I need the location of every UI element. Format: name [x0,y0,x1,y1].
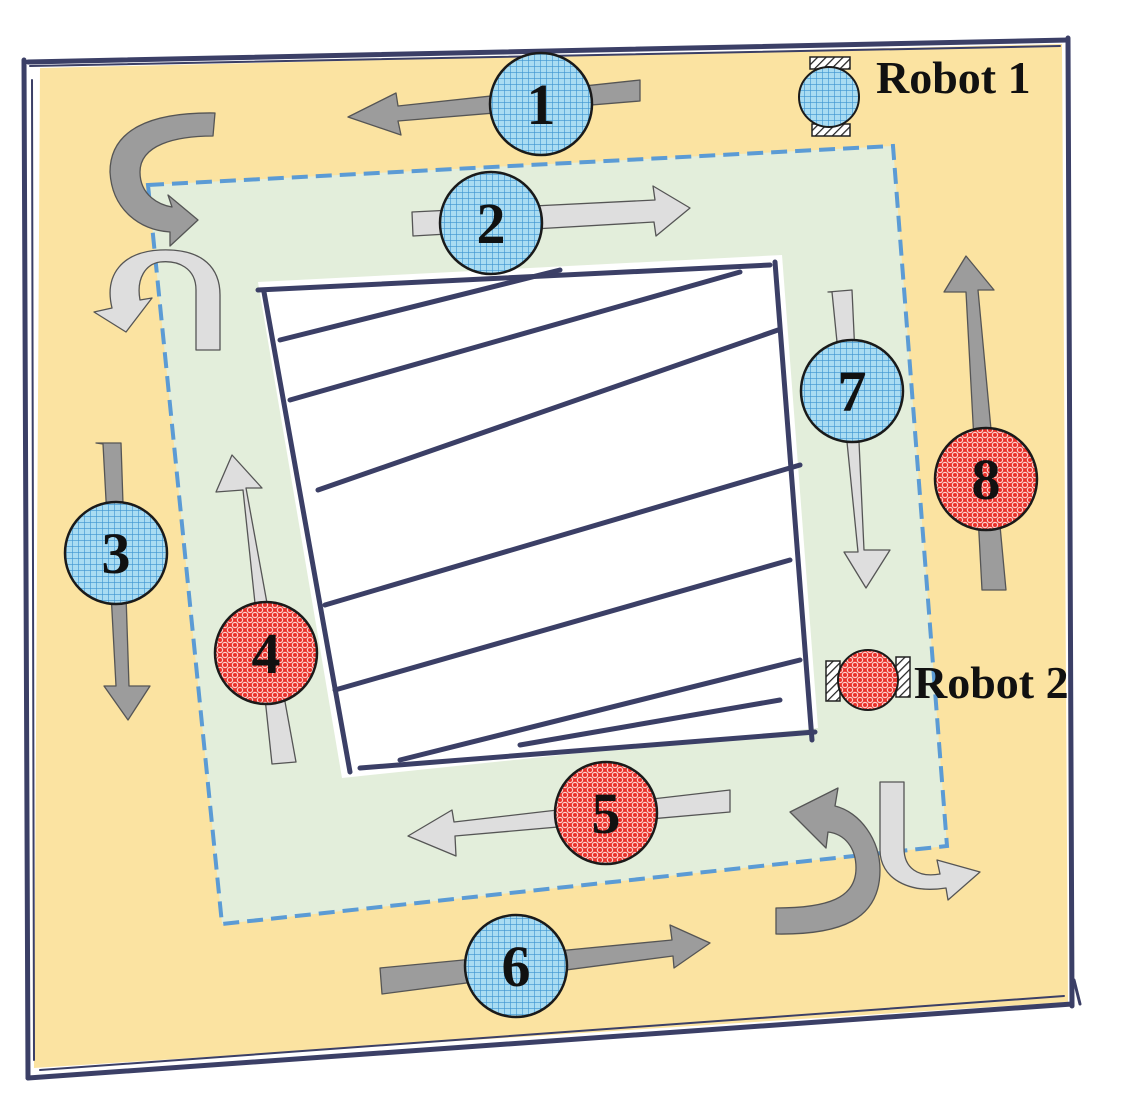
position-circle [63,500,169,606]
position-number: 6 [502,934,531,999]
position-2-marker: 2 [438,170,544,276]
position-circle [438,170,544,276]
position-1-marker: 1 [488,51,594,157]
position-3-marker: 3 [63,500,169,606]
position-6-marker: 6 [463,913,569,1019]
position-number: 1 [527,72,556,137]
position-circle [213,600,319,706]
position-number: 2 [477,191,506,256]
position-5-marker: 5 [553,760,659,866]
outer-frame [21,35,1082,1081]
position-number: 5 [592,781,621,846]
position-number: 4 [252,621,281,686]
position-circle [463,913,569,1019]
u-turn-arrow-icon [775,787,881,935]
position-circle [553,760,659,866]
position-number: 7 [838,359,867,424]
lane-boundary-dashed [145,143,950,927]
robot-positions: 12 3 4 5 6 7 8 [63,51,1039,1019]
position-circle [933,426,1039,532]
hatched-obstacle-icon [255,259,818,775]
legend-label-robot-2: Robot 2 [914,657,1069,708]
position-number: 3 [102,521,131,586]
position-4-marker: 4 [213,600,319,706]
position-7-marker: 7 [799,338,905,444]
position-circle [488,51,594,157]
u-turn-arrow-icon [879,781,981,901]
robot-2-icon [825,649,911,711]
robot-1-icon [798,56,860,137]
center-obstacle [258,255,818,778]
position-circle [799,338,905,444]
legend: Robot 1 Robot 2 [798,52,1069,711]
legend-label-robot-1: Robot 1 [876,52,1031,103]
position-number: 8 [972,447,1001,512]
u-turn-arrow-icon [93,249,221,351]
u-turn-arrows [93,112,981,935]
u-turn-arrow-icon [109,112,216,247]
position-8-marker: 8 [933,426,1039,532]
